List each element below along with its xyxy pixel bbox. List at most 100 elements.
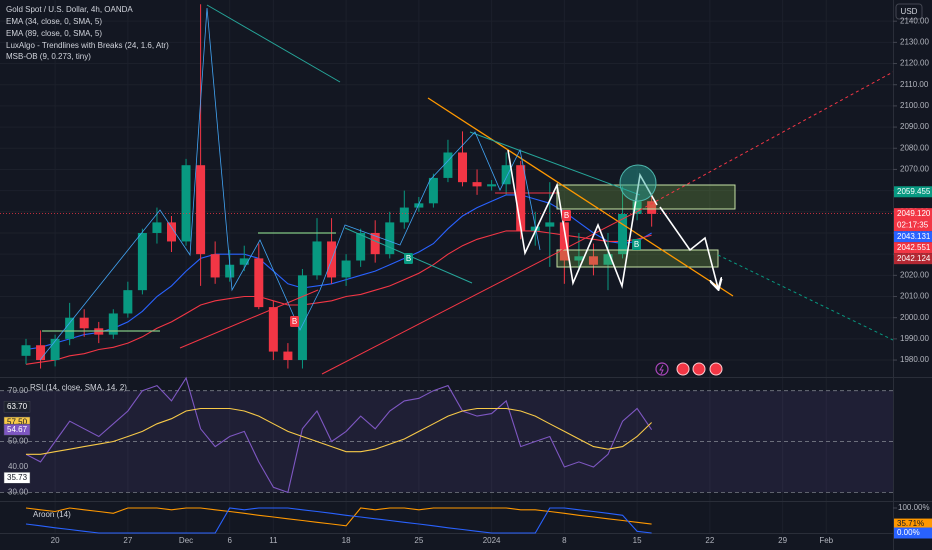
x-tick-label: 8 — [562, 536, 567, 545]
drawings — [39, 4, 893, 375]
x-tick-label: Dec — [179, 536, 193, 545]
candle-body — [123, 290, 133, 314]
indicator-pane — [25, 507, 652, 534]
symbol-title: Gold Spot / U.S. Dollar, 4h, OANDA — [6, 5, 133, 14]
x-tick-label: 2024 — [483, 536, 501, 545]
price-label: 2049.120 — [897, 209, 931, 218]
candle-body — [632, 201, 642, 214]
candle-body — [574, 256, 584, 261]
value-label: 57.50 — [7, 418, 28, 427]
y-tick-label: 40.00 — [8, 462, 29, 471]
candle-body — [181, 165, 191, 242]
currency-button[interactable] — [895, 3, 923, 20]
candle-body — [210, 254, 220, 278]
candle-body — [137, 232, 147, 291]
rsi-title: RSI (14, close, SMA, 14, 2) — [30, 383, 127, 392]
price-label-box — [894, 231, 932, 243]
y-tick-label: 2000.00 — [900, 313, 929, 322]
candle-body — [152, 222, 162, 233]
series-line — [25, 230, 652, 365]
highlight-circle — [619, 164, 657, 202]
candle-body — [588, 256, 598, 265]
price-label-box — [894, 242, 932, 254]
y-tick-label: 2070.00 — [900, 165, 929, 174]
value-label: 63.70 — [7, 402, 28, 411]
support-trendline — [179, 289, 319, 349]
candle-body — [167, 222, 176, 242]
resistance-trendline — [427, 97, 734, 297]
price-label: 2059.455 — [897, 187, 931, 196]
candle-body — [618, 213, 628, 255]
signal-label: B — [634, 240, 639, 249]
support-trendline — [321, 209, 641, 375]
candle-body — [225, 264, 235, 278]
countdown: 02:17:35 — [897, 220, 929, 229]
signal-badge — [562, 210, 571, 221]
y-tick-label: 2010.00 — [900, 292, 929, 301]
signal-label: B — [292, 317, 297, 326]
y-tick-label: 2120.00 — [900, 59, 929, 68]
value-label: 35.71% — [897, 519, 924, 528]
candle-body — [472, 182, 482, 187]
candle-body — [443, 152, 453, 178]
indicator-pane — [0, 376, 893, 494]
candle-body — [458, 152, 467, 183]
series-line — [26, 407, 652, 455]
price-label: 2043.131 — [897, 232, 931, 241]
y-tick-label: 30.00 — [8, 487, 29, 496]
value-label-box — [3, 472, 31, 484]
signals: B B B B — [290, 210, 641, 327]
price-label-box — [894, 186, 932, 198]
y-tick-label: 2110.00 — [900, 80, 929, 89]
projection-line — [717, 254, 893, 341]
series-line — [25, 376, 653, 494]
candle-body — [356, 232, 366, 261]
x-tick-label: Feb — [819, 536, 833, 545]
candle-body — [559, 222, 569, 261]
trendline — [469, 131, 641, 196]
candle-body — [254, 258, 264, 308]
aroon-title: Aroon (14) — [33, 510, 71, 519]
signal-badge — [290, 316, 299, 327]
legend: Gold Spot / U.S. Dollar, 4h, OANDA EMA (… — [6, 5, 169, 519]
x-tick-label: 18 — [342, 536, 351, 545]
candle-body — [268, 307, 278, 352]
y-tick-label: 50.00 — [8, 437, 29, 446]
event-icon[interactable] — [655, 362, 669, 376]
candle-body — [530, 226, 540, 231]
signal-badge — [404, 253, 413, 264]
x-tick-label: 15 — [633, 536, 642, 545]
candle-body — [297, 275, 307, 361]
candle-body — [399, 207, 409, 223]
value-label-box — [894, 518, 932, 530]
value-label: 0.00% — [897, 528, 920, 537]
price-label: 2042.551 — [897, 243, 931, 252]
candle-body — [428, 177, 438, 204]
trendline — [206, 4, 341, 83]
signal-label: B — [406, 254, 411, 263]
y-tick-label: 2100.00 — [900, 101, 929, 110]
y-tick-label: 1990.00 — [900, 334, 929, 343]
currency-label[interactable]: USD — [901, 7, 918, 16]
legend-entry: EMA (89, close, 0, SMA, 5) — [6, 29, 102, 38]
candle-body — [370, 232, 380, 255]
legend-entry: EMA (34, close, 0, SMA, 5) — [6, 17, 102, 26]
y-tick-label: 2130.00 — [900, 37, 929, 46]
signal-label: B — [564, 211, 569, 220]
projection-line — [639, 71, 893, 211]
candle-body — [385, 222, 395, 255]
event-icon[interactable] — [709, 362, 723, 376]
value-label-box — [3, 400, 31, 413]
series-line — [25, 194, 652, 351]
event-icons — [655, 362, 723, 376]
candle-body — [545, 222, 555, 227]
event-icon[interactable] — [692, 362, 706, 376]
candle-body — [341, 260, 351, 278]
candle-body — [36, 345, 46, 361]
x-tick-label: 25 — [414, 536, 423, 545]
candle-body — [283, 351, 293, 361]
zigzag — [39, 7, 541, 361]
y-tick-label: 1980.00 — [900, 355, 929, 364]
y-tick-label: 70.00 — [8, 386, 29, 395]
event-icon[interactable] — [676, 362, 690, 376]
